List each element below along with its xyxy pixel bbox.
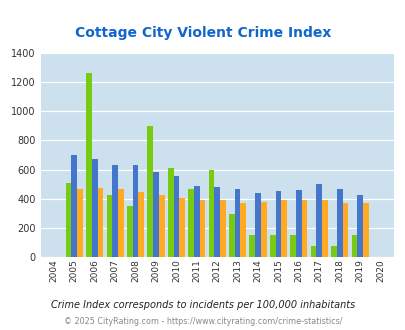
- Bar: [330, 247, 336, 257]
- Bar: [315, 183, 321, 257]
- Bar: [127, 206, 132, 257]
- Bar: [199, 200, 205, 257]
- Bar: [188, 189, 194, 257]
- Bar: [234, 189, 240, 257]
- Bar: [275, 191, 281, 257]
- Bar: [228, 214, 234, 257]
- Bar: [153, 172, 158, 257]
- Bar: [240, 203, 245, 257]
- Bar: [179, 198, 185, 257]
- Bar: [112, 165, 118, 257]
- Bar: [118, 189, 124, 257]
- Bar: [356, 195, 362, 257]
- Bar: [281, 200, 286, 257]
- Bar: [167, 168, 173, 257]
- Bar: [66, 183, 71, 257]
- Bar: [138, 192, 144, 257]
- Bar: [301, 200, 307, 257]
- Bar: [208, 170, 214, 257]
- Bar: [342, 203, 347, 257]
- Bar: [310, 247, 315, 257]
- Bar: [92, 159, 97, 257]
- Bar: [106, 195, 112, 257]
- Bar: [362, 203, 368, 257]
- Bar: [194, 186, 199, 257]
- Bar: [220, 200, 225, 257]
- Bar: [86, 73, 92, 257]
- Bar: [77, 189, 83, 257]
- Bar: [173, 176, 179, 257]
- Bar: [249, 235, 255, 257]
- Bar: [269, 235, 275, 257]
- Bar: [336, 189, 342, 257]
- Bar: [147, 126, 153, 257]
- Bar: [158, 195, 164, 257]
- Text: Cottage City Violent Crime Index: Cottage City Violent Crime Index: [75, 26, 330, 40]
- Text: Crime Index corresponds to incidents per 100,000 inhabitants: Crime Index corresponds to incidents per…: [51, 300, 354, 310]
- Bar: [351, 235, 356, 257]
- Bar: [260, 202, 266, 257]
- Bar: [97, 188, 103, 257]
- Bar: [132, 165, 138, 257]
- Bar: [321, 200, 327, 257]
- Bar: [71, 155, 77, 257]
- Bar: [295, 190, 301, 257]
- Bar: [290, 236, 295, 257]
- Text: © 2025 CityRating.com - https://www.cityrating.com/crime-statistics/: © 2025 CityRating.com - https://www.city…: [64, 317, 341, 326]
- Bar: [214, 187, 220, 257]
- Bar: [255, 193, 260, 257]
